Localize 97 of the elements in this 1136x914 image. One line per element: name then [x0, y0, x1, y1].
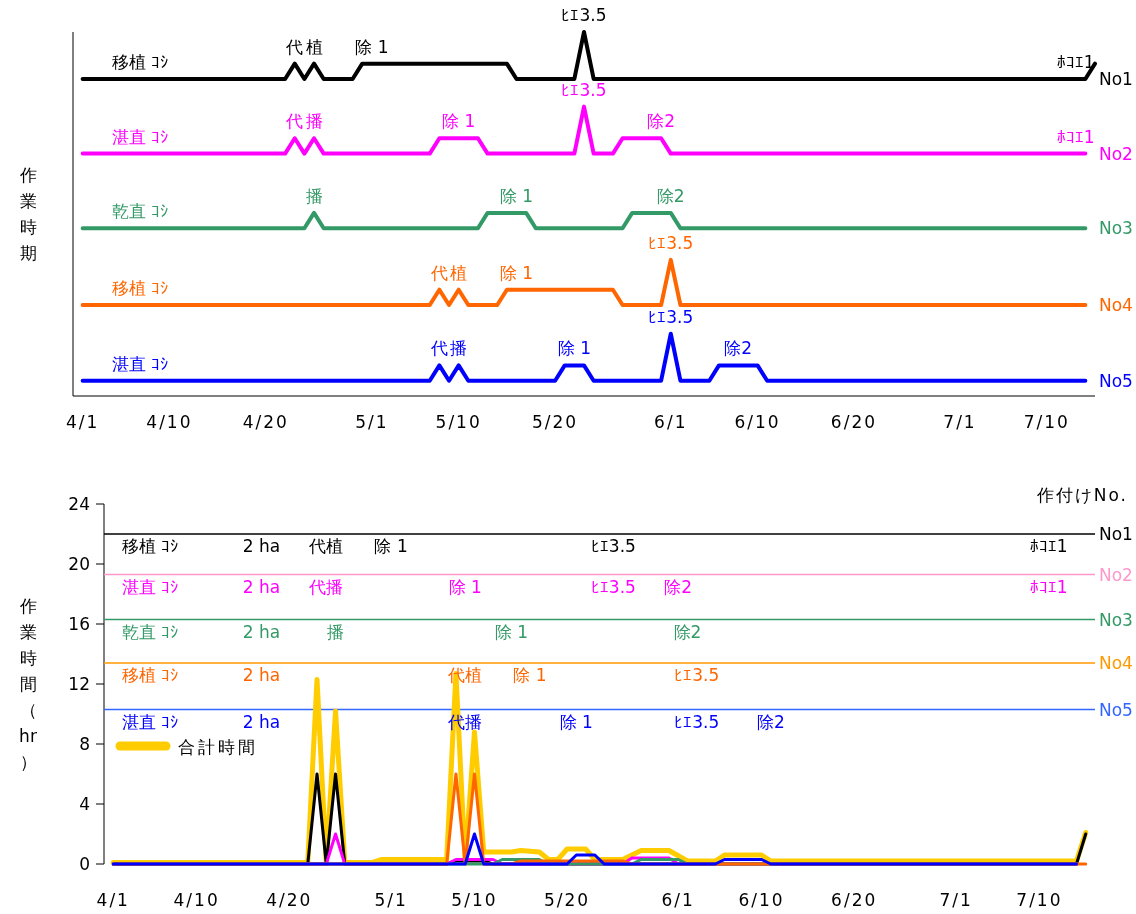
y-axis-title: 作業時間（hr）	[18, 596, 37, 772]
annotation: 除 1	[448, 576, 482, 597]
annotation: 湛直 ｺｼ	[111, 126, 170, 147]
y-tick-label: 8	[79, 734, 90, 754]
ref-line-label: No2	[1099, 564, 1133, 585]
x-tick-label: 5/1	[374, 890, 408, 910]
annotation: 2 ha	[242, 576, 281, 597]
x-tick-label: 6/1	[654, 412, 688, 432]
ref-line-label: No3	[1099, 609, 1133, 630]
x-tick-label: 5/10	[451, 890, 498, 910]
annotation: 代植	[308, 536, 344, 556]
annotation: 除 1	[513, 665, 547, 685]
ref-line-label: No4	[1099, 653, 1133, 673]
x-tick-label: 6/1	[661, 890, 695, 910]
annotation: 代	[429, 262, 448, 283]
annotation: 除 1	[499, 185, 534, 206]
annotation: 湛直 ｺｼ	[121, 711, 180, 732]
x-tick-label: 6/20	[830, 412, 878, 432]
series-label: No1	[1099, 68, 1133, 89]
annotation: ﾋｴ3.5	[561, 5, 607, 25]
annotation: ﾋｴ3.5	[648, 232, 694, 253]
series-label: No4	[1099, 295, 1133, 315]
annotation: 除 1	[355, 36, 389, 57]
annotation: 除2	[656, 185, 685, 206]
x-tick-label: 5/20	[531, 412, 579, 432]
annotation: ﾎｺｴ1	[1029, 536, 1068, 556]
x-tick-label: 5/1	[355, 412, 389, 432]
y-tick-label: 0	[79, 854, 90, 874]
annotation: 移植 ｺｼ	[121, 665, 180, 685]
annotation: 植	[450, 262, 468, 283]
series-label: No3	[1099, 218, 1133, 239]
annotation: ﾋｴ3.5	[674, 665, 720, 685]
annotation: 代播	[308, 576, 344, 597]
annotation: 除 1	[557, 338, 591, 359]
annotation: 湛直 ｺｼ	[121, 576, 180, 597]
annotation: 除2	[756, 711, 785, 732]
annotation: 作付けNo.	[1035, 485, 1128, 505]
x-tick-label: 4/10	[146, 412, 193, 432]
annotation: 2 ha	[242, 711, 281, 732]
x-tick-label: 4/1	[65, 412, 100, 432]
annotation: ﾋｴ3.5	[561, 79, 607, 100]
x-tick-label: 7/1	[943, 412, 977, 432]
annotation: 乾直 ｺｼ	[111, 201, 170, 222]
series-label: No2	[1099, 143, 1133, 164]
x-tick-label: 7/10	[1023, 412, 1070, 432]
annotation: 除2	[647, 111, 676, 132]
annotation: 移植 ｺｼ	[111, 278, 170, 298]
y-tick-label: 24	[68, 494, 90, 514]
annotation: 湛直 ｺｼ	[111, 353, 170, 374]
annotation: 除2	[724, 338, 753, 359]
annotation: 移植 ｺｼ	[111, 51, 170, 72]
annotation: 2 ha	[242, 536, 281, 556]
annotation: 播	[450, 338, 468, 359]
y-tick-label: 20	[68, 554, 90, 574]
annotation: ﾋｴ3.5	[590, 576, 636, 597]
annotation: 植	[305, 36, 323, 57]
annotation: 播	[327, 621, 345, 642]
y-axis-title: 作業時期	[18, 165, 37, 263]
x-tick-label: 6/20	[831, 890, 878, 910]
annotation: 代	[285, 111, 304, 132]
y-tick-label: 4	[79, 794, 90, 814]
annotation: 2 ha	[242, 665, 281, 685]
annotation: 乾直 ｺｼ	[121, 621, 180, 642]
annotation: 除 1	[494, 621, 529, 642]
annotation: 2 ha	[242, 621, 281, 642]
annotation: 播	[305, 111, 323, 132]
annotation: 代	[285, 36, 304, 57]
annotation: 除 1	[499, 262, 534, 283]
y-tick-label: 16	[68, 614, 90, 634]
x-tick-label: 4/20	[266, 890, 313, 910]
series-label: No5	[1099, 370, 1133, 391]
annotation: ﾎｺｴ1	[1056, 126, 1095, 147]
x-tick-label: 4/20	[242, 412, 289, 432]
x-tick-label: 4/1	[96, 890, 130, 910]
annotation: ﾎｺｴ1	[1029, 576, 1068, 597]
x-tick-label: 5/10	[435, 412, 482, 432]
annotation: 除 1	[374, 536, 408, 556]
x-tick-label: 5/20	[543, 890, 591, 910]
x-tick-label: 6/10	[738, 890, 785, 910]
annotation: 除 1	[559, 711, 593, 732]
x-tick-label: 6/10	[734, 412, 781, 432]
annotation: ﾋｴ3.5	[590, 536, 636, 556]
y-tick-label: 12	[68, 674, 90, 694]
annotation: 除 1	[442, 111, 476, 132]
legend-label: 合計時間	[178, 737, 258, 757]
annotation: 播	[305, 185, 323, 206]
annotation: ﾋｴ3.5	[648, 306, 694, 327]
annotation: 除2	[664, 576, 693, 597]
annotation: 除2	[673, 621, 702, 642]
x-tick-label: 7/10	[1016, 890, 1063, 910]
x-tick-label: 7/1	[939, 890, 973, 910]
x-tick-label: 4/10	[173, 890, 220, 910]
annotation: ﾋｴ3.5	[674, 711, 720, 732]
ref-line-label: No5	[1099, 699, 1133, 720]
annotation: 代	[429, 338, 448, 359]
ref-line-label: No1	[1099, 524, 1133, 544]
annotation: 移植 ｺｼ	[121, 536, 180, 556]
